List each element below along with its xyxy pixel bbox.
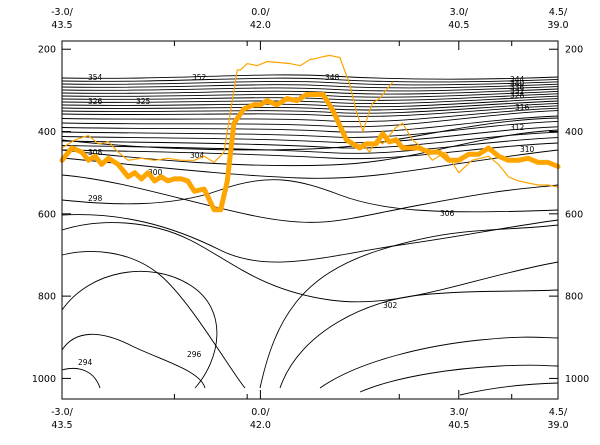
isentrope-line [61, 137, 559, 154]
top-tick-lon: -3.0/ [51, 7, 74, 18]
bottom-tick-lon: 0.0/ [251, 407, 270, 418]
isentrope-label: 328 [510, 91, 525, 100]
isentrope-line [459, 382, 559, 396]
isentrope-line [61, 222, 559, 303]
y-tick-label-left: 600 [38, 209, 56, 220]
orange-thin-line [61, 54, 394, 163]
isentrope-label: 348 [325, 73, 340, 82]
isentrope-contours [61, 74, 559, 396]
isentrope-line [61, 149, 559, 179]
isentrope-line [61, 179, 559, 213]
isentrope-label: 325 [136, 97, 151, 106]
isentrope-line [61, 93, 559, 101]
isentrope-label: 300 [148, 168, 163, 177]
isentrope-line [61, 368, 101, 389]
isentrope-line [61, 126, 559, 144]
isentrope-line [61, 251, 246, 389]
isentrope-label: 354 [88, 73, 103, 82]
orange-thick-line [59, 92, 561, 213]
isentrope-line [61, 142, 559, 160]
isentrope-label: 352 [192, 73, 207, 82]
isentrope-line [61, 214, 559, 263]
isentrope-label: 304 [190, 151, 205, 160]
isentrope-line [61, 105, 559, 117]
orange-thin-line [362, 122, 559, 188]
isentrope-line [61, 88, 559, 95]
isentrope-line [61, 74, 559, 80]
y-tick-label-right: 800 [565, 292, 583, 303]
y-tick-label-left: 200 [38, 45, 56, 56]
isentrope-line [61, 117, 559, 151]
isentrope-label: 298 [88, 194, 103, 203]
top-tick-lat: 40.5 [448, 20, 469, 31]
isentrope-line [61, 107, 559, 123]
isentrope-label: 340 [510, 79, 525, 88]
isentrope-line [359, 364, 559, 393]
isentrope-line [61, 86, 559, 92]
y-tick-label-right: 1000 [565, 374, 589, 385]
isentrope-line [61, 333, 206, 389]
y-tick-label-right: 200 [565, 45, 583, 56]
isentrope-label: 312 [510, 123, 525, 132]
bottom-tick-lon: -3.0/ [51, 407, 74, 418]
bottom-tick-lat: 43.5 [51, 420, 72, 431]
isentrope-line [61, 102, 559, 114]
isentrope-line [61, 110, 559, 128]
y-tick-label-left: 1000 [32, 374, 56, 385]
bottom-tick-lon: 3.0/ [450, 407, 469, 418]
top-tick-lon: 3.0/ [450, 7, 469, 18]
top-tick-lat: 43.5 [51, 20, 72, 31]
isentrope-line [279, 289, 559, 389]
bottom-tick-lon: 4.5/ [549, 407, 568, 418]
orange-series [59, 54, 561, 213]
isentrope-label: 308 [88, 148, 103, 157]
isentrope-line [61, 115, 559, 133]
axes: -3.0/43.5 -3.0/43.5 0.0/42.0 0.0/42.0 3.0/40… [32, 7, 589, 431]
plot-frame [61, 40, 559, 400]
top-tick-lat: 39.0 [547, 20, 568, 31]
isentrope-line [61, 270, 218, 389]
isentrope-line [61, 90, 559, 98]
y-tick-label-left: 800 [38, 292, 56, 303]
y-tick-label-left: 400 [38, 127, 56, 138]
isentrope-label: 306 [440, 209, 455, 218]
isentrope-label: 296 [187, 350, 202, 359]
isentrope-line [319, 336, 559, 389]
isentrope-label: 302 [383, 301, 398, 310]
isentrope-line [61, 83, 559, 89]
isentrope-line [259, 224, 559, 389]
isentrope-line [61, 80, 559, 86]
bottom-tick-lat: 40.5 [448, 420, 469, 431]
isentrope-line [61, 131, 559, 149]
top-tick-lon: 4.5/ [549, 7, 568, 18]
bottom-tick-lat: 42.0 [250, 420, 271, 431]
top-tick-lat: 42.0 [250, 20, 271, 31]
isentrope-line [61, 77, 559, 83]
isentrope-label: 316 [515, 103, 530, 112]
isentrope-label: 336 [510, 83, 525, 92]
isentrope-label: 326 [88, 97, 103, 106]
top-tick-lon: 0.0/ [251, 7, 270, 18]
isentrope-line [61, 174, 559, 223]
isentrope-label: 344 [510, 75, 525, 84]
isentrope-line [61, 120, 559, 138]
bottom-tick-lat: 39.0 [547, 420, 568, 431]
isentrope-label: 310 [520, 145, 535, 154]
isentrope-label: 332 [510, 87, 525, 96]
y-tick-label-right: 400 [565, 127, 583, 138]
y-tick-label-right: 600 [565, 209, 583, 220]
isentrope-label: 294 [78, 358, 93, 367]
